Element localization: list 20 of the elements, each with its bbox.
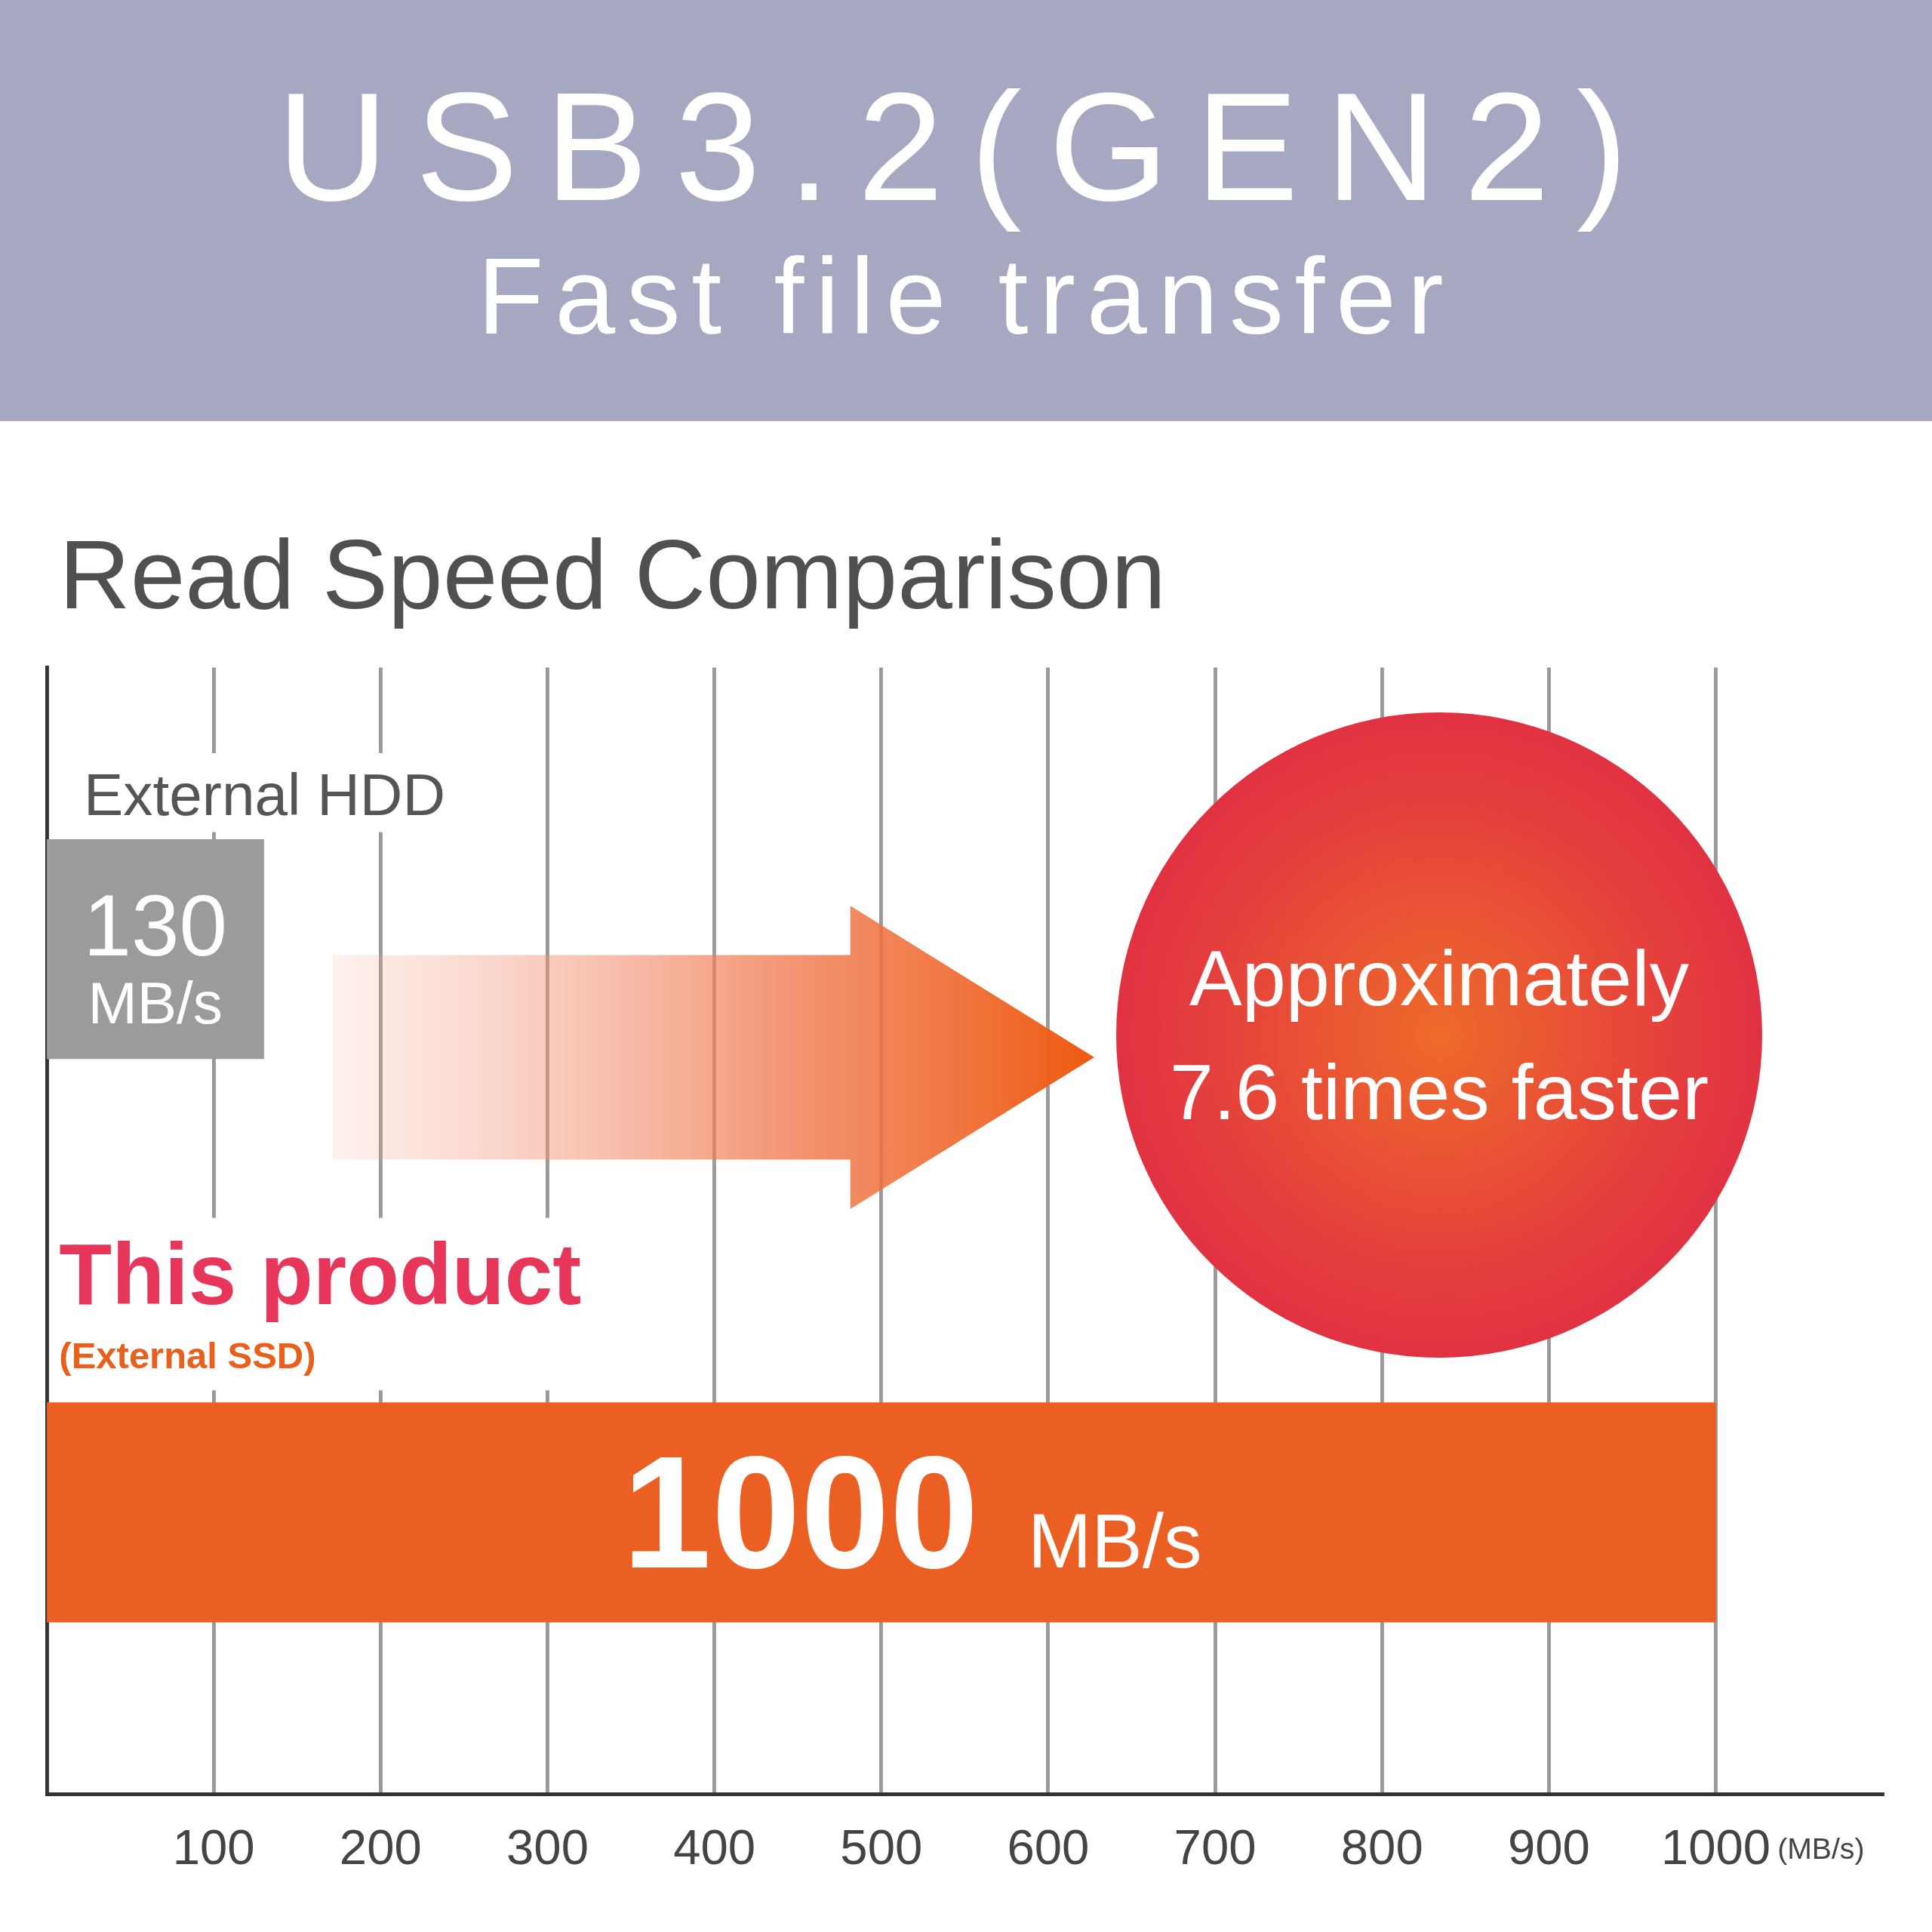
x-tick-label: 400	[673, 1820, 756, 1875]
x-tick-label: 100	[172, 1820, 255, 1875]
x-tick-label: 700	[1174, 1820, 1257, 1875]
data-label: 1000 MB/s	[622, 1423, 1202, 1602]
x-tick-label: 200	[339, 1820, 422, 1875]
annotation: Approximately 7.6 times faster	[1168, 932, 1709, 1138]
circle-badge: Approximately 7.6 times faster	[1116, 712, 1762, 1358]
x-tick-label: 800	[1340, 1820, 1423, 1875]
x-tick-label: 1000	[1660, 1820, 1771, 1875]
x-tick-label: 900	[1507, 1820, 1590, 1875]
chart-subtitle: Fast file transfer	[476, 235, 1456, 358]
data-label: 130 MB/s	[83, 878, 228, 1036]
chart-title: USB3.2(GEN2)	[276, 60, 1656, 232]
x-tick-label: 300	[506, 1820, 589, 1875]
x-axis-title: (MB/s)	[1777, 1832, 1865, 1866]
y-tick-label: This product (External SSD)	[59, 1226, 582, 1377]
y-tick-label: External HDD	[84, 761, 446, 829]
x-tick-label: 500	[840, 1820, 923, 1875]
text: Read Speed Comparison	[59, 518, 1166, 631]
x-tick-label: 600	[1007, 1820, 1090, 1875]
